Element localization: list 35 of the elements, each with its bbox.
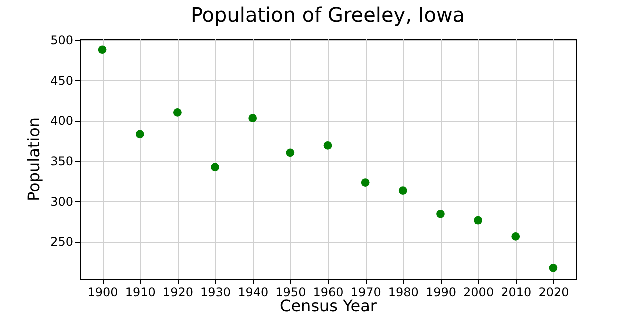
point <box>361 178 370 187</box>
x-tick-label: 1910 <box>125 286 156 300</box>
x-tick-label: 1930 <box>200 286 232 300</box>
point <box>248 114 258 123</box>
x-tick-label: 2010 <box>501 286 532 300</box>
point <box>398 186 408 195</box>
chart-title: Population of Greeley, Iowa <box>190 3 466 28</box>
point <box>174 108 182 117</box>
y-tick-label: 350 <box>50 154 74 169</box>
y-tick-label: 300 <box>50 194 74 209</box>
y-tick-label: 250 <box>50 235 74 250</box>
x-tick-label: 1900 <box>88 286 118 300</box>
x-tick-label: 1920 <box>162 286 194 300</box>
point <box>436 210 445 218</box>
x-axis-title: Census Year <box>280 296 378 316</box>
point <box>549 264 558 272</box>
x-tick-label: 1980 <box>388 286 419 300</box>
point <box>98 46 107 54</box>
x-tick-label: 2020 <box>538 286 570 300</box>
x-tick-label: 1940 <box>238 286 269 300</box>
point <box>286 148 295 158</box>
x-tick-label: 1970 <box>350 286 382 300</box>
y-tick-label: 400 <box>50 114 74 128</box>
point <box>324 142 332 150</box>
y-axis-title: Population <box>24 117 44 202</box>
point <box>136 130 144 139</box>
x-tick-label: 1960 <box>313 286 344 300</box>
point <box>512 232 520 241</box>
y-tick-label: 500 <box>50 34 74 48</box>
x-tick-label: 1950 <box>276 286 306 300</box>
point <box>211 163 220 172</box>
y-tick-label: 450 <box>50 74 74 88</box>
x-tick-label: 2000 <box>464 286 494 300</box>
x-tick-label: 1990 <box>426 286 456 300</box>
point <box>474 216 482 225</box>
